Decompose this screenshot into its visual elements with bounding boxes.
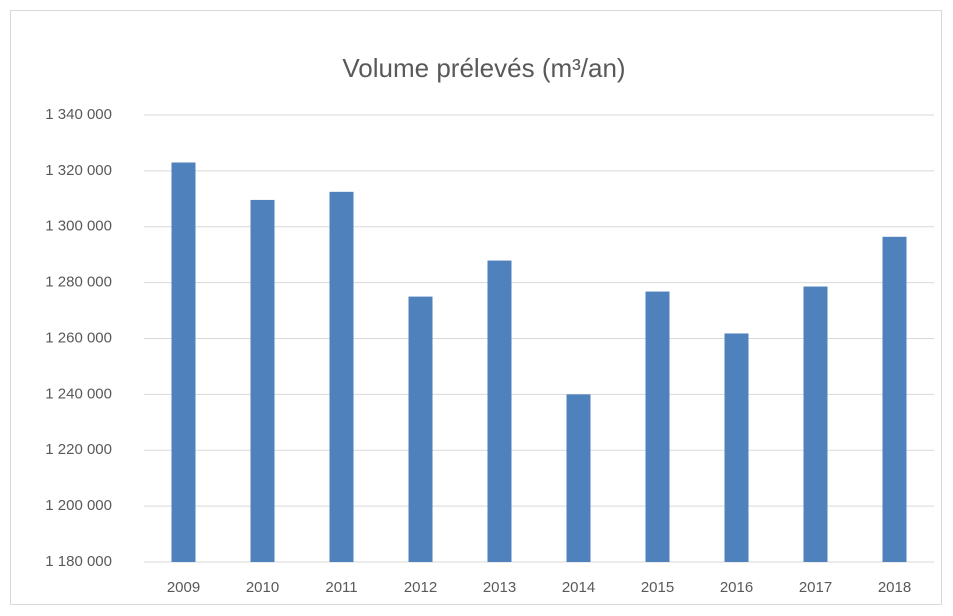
y-tick-label: 1 280 000 <box>45 274 112 291</box>
bar <box>724 333 749 562</box>
x-tick-label: 2013 <box>483 579 516 596</box>
x-tick-label: 2010 <box>246 579 279 596</box>
bar <box>408 296 433 562</box>
chart-border <box>10 10 942 605</box>
y-tick-label: 1 300 000 <box>45 218 112 235</box>
bar <box>645 291 670 562</box>
bar <box>882 236 907 562</box>
bar <box>329 191 354 562</box>
x-tick-label: 2012 <box>404 579 437 596</box>
x-tick-label: 2009 <box>167 579 200 596</box>
chart-title: Volume prélevés (m³/an) <box>342 53 625 83</box>
x-tick-label: 2016 <box>720 579 753 596</box>
bar <box>566 394 591 562</box>
bar <box>487 260 512 562</box>
y-tick-label: 1 180 000 <box>45 553 112 570</box>
y-tick-label: 1 340 000 <box>45 106 112 123</box>
bar <box>803 286 828 562</box>
y-tick-label: 1 200 000 <box>45 497 112 514</box>
bar <box>171 162 196 562</box>
x-tick-label: 2015 <box>641 579 674 596</box>
x-tick-label: 2018 <box>878 579 911 596</box>
y-tick-label: 1 240 000 <box>45 385 112 402</box>
x-tick-label: 2011 <box>325 579 357 596</box>
y-tick-label: 1 220 000 <box>45 441 112 458</box>
bar <box>250 199 275 562</box>
x-tick-label: 2014 <box>562 579 595 596</box>
y-tick-label: 1 260 000 <box>45 329 112 346</box>
x-tick-label: 2017 <box>799 579 832 596</box>
y-tick-label: 1 320 000 <box>45 162 112 179</box>
